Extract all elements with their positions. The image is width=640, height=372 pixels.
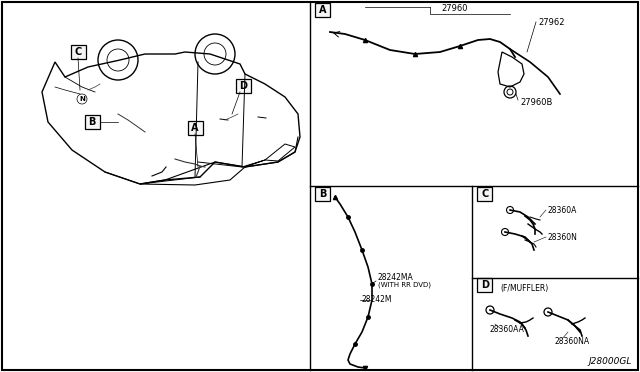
Text: (WITH RR DVD): (WITH RR DVD) xyxy=(378,282,431,288)
Bar xyxy=(477,187,493,201)
Text: (F/MUFFLER): (F/MUFFLER) xyxy=(500,283,548,292)
Text: 28360AA: 28360AA xyxy=(490,326,525,334)
Text: N: N xyxy=(79,96,85,102)
Bar xyxy=(70,45,86,59)
Text: C: C xyxy=(481,189,488,199)
Text: B: B xyxy=(88,117,96,127)
Text: 27962: 27962 xyxy=(538,17,564,26)
Text: D: D xyxy=(481,280,489,290)
Text: A: A xyxy=(319,5,327,15)
Bar xyxy=(316,187,330,201)
Bar xyxy=(188,121,202,135)
Text: C: C xyxy=(74,47,82,57)
Text: 28242M: 28242M xyxy=(362,295,392,305)
Text: 28242MA: 28242MA xyxy=(378,273,413,282)
Bar xyxy=(477,278,493,292)
Text: 28360A: 28360A xyxy=(548,205,577,215)
Bar xyxy=(236,79,250,93)
Text: 28360NA: 28360NA xyxy=(555,337,590,346)
Bar xyxy=(316,3,330,17)
Text: A: A xyxy=(191,123,199,133)
Text: J28000GL: J28000GL xyxy=(589,357,632,366)
Text: B: B xyxy=(319,189,326,199)
Text: 28360N: 28360N xyxy=(548,232,578,241)
Bar xyxy=(84,115,99,129)
Text: 27960: 27960 xyxy=(442,4,468,13)
Text: 27960B: 27960B xyxy=(520,97,552,106)
Text: D: D xyxy=(239,81,247,91)
